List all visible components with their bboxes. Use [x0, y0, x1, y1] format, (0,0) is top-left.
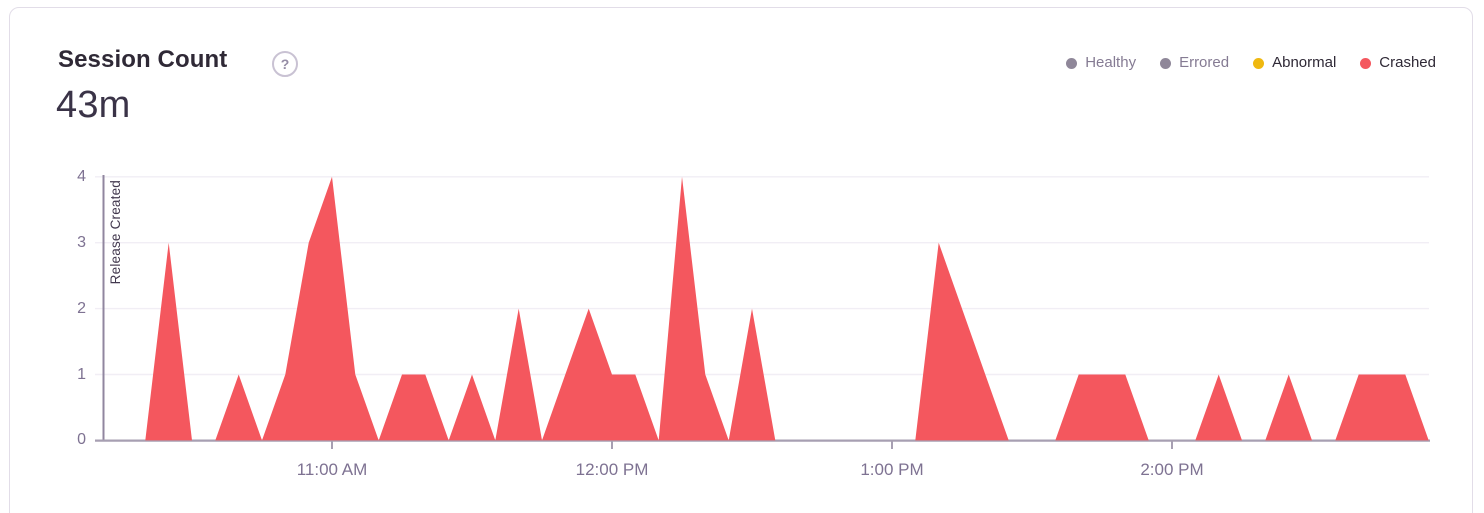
y-axis-label: 3 [77, 233, 86, 251]
legend-item-crashed[interactable]: Crashed [1360, 54, 1436, 72]
session-count-card: Session Count ? 43m Healthy Errored Abnorm… [9, 7, 1473, 513]
y-axis-label: 0 [77, 431, 86, 449]
legend-label: Healthy [1085, 54, 1137, 71]
y-axis-label: 2 [77, 299, 86, 317]
legend-item-abnormal[interactable]: Abnormal [1253, 54, 1336, 72]
crashed-sessions-area-chart[interactable] [10, 8, 1484, 513]
session-total-value: 43m [56, 84, 131, 126]
legend-label: Errored [1179, 54, 1230, 71]
legend-item-healthy[interactable]: Healthy [1066, 54, 1136, 72]
legend-dot-errored [1160, 57, 1172, 69]
x-axis-label: 12:00 PM [575, 460, 649, 479]
x-axis-label: 11:00 AM [296, 460, 368, 479]
y-axis-label: 1 [77, 365, 86, 383]
y-axis-label: 4 [77, 167, 86, 185]
crashed-series-area [122, 176, 1429, 441]
legend-label: Abnormal [1272, 54, 1337, 71]
legend-label: Crashed [1379, 54, 1436, 71]
release-created-annotation: Release Created [108, 180, 123, 285]
chart-legend: Healthy Errored Abnormal Crashed [1066, 54, 1436, 72]
help-icon[interactable]: ? [272, 51, 298, 77]
legend-dot-abnormal [1253, 57, 1265, 69]
x-axis-label: 2:00 PM [1140, 460, 1204, 479]
page-title: Session Count [58, 46, 228, 73]
x-axis-label: 1:00 PM [860, 460, 924, 479]
legend-dot-crashed [1360, 57, 1372, 69]
legend-item-errored[interactable]: Errored [1160, 54, 1229, 72]
legend-dot-healthy [1066, 57, 1078, 69]
